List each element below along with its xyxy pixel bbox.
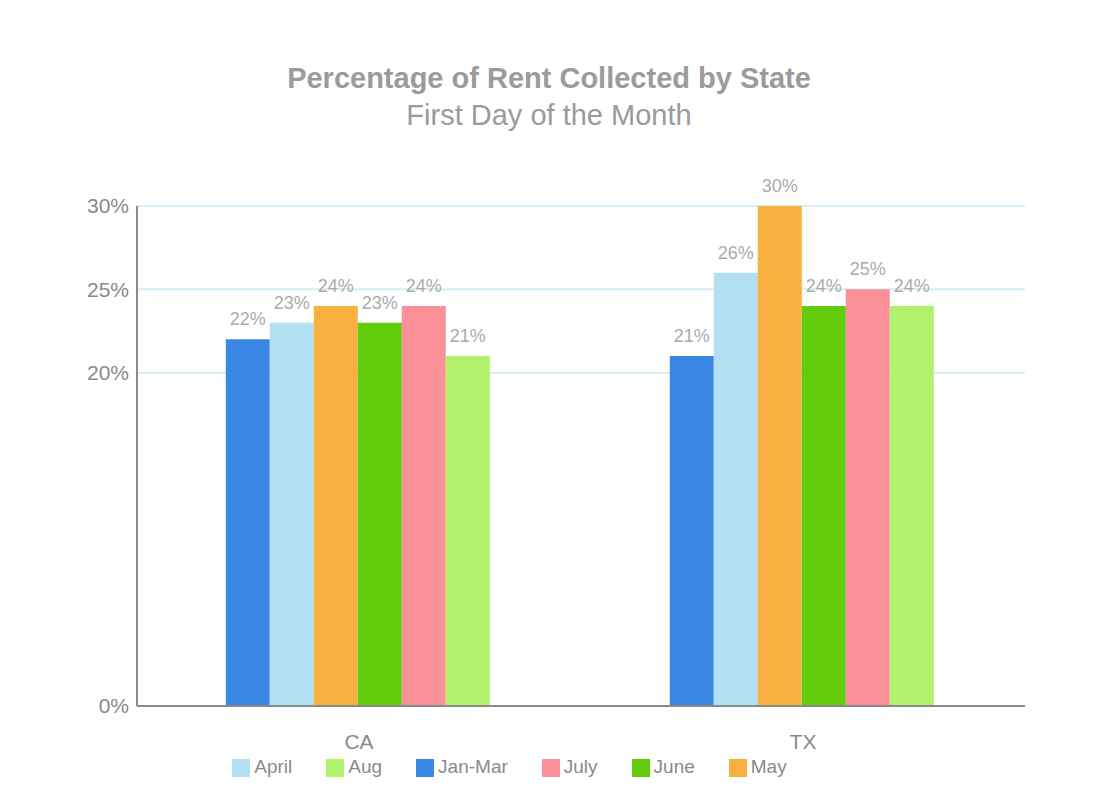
svg-text:24%: 24%	[806, 276, 842, 296]
svg-text:24%: 24%	[318, 276, 354, 296]
svg-text:26%: 26%	[718, 243, 754, 263]
html-text:Jan-Mar: Jan-Mar	[438, 756, 508, 777]
svg-text:21%: 21%	[450, 326, 486, 346]
html-text:Aug: Aug	[348, 756, 383, 777]
svg-text:25%: 25%	[850, 259, 886, 279]
svg-text:TX: TX	[790, 730, 817, 753]
svg-text:24%: 24%	[894, 276, 930, 296]
html-text:June: June	[653, 756, 695, 777]
html-text:July: July	[563, 756, 598, 777]
html-text:First Day of the Month: First Day of the Month	[406, 99, 692, 131]
svg-text:20%: 20%	[87, 361, 129, 384]
svg-text:0%: 0%	[99, 694, 129, 717]
svg-text:24%: 24%	[406, 276, 442, 296]
html-text:Percentage of Rent Collected b: Percentage of Rent Collected by State	[287, 62, 811, 94]
svg-text:21%: 21%	[674, 326, 710, 346]
svg-text:30%: 30%	[762, 176, 798, 196]
svg-text:23%: 23%	[274, 293, 310, 313]
svg-text:CA: CA	[344, 730, 373, 753]
html-text:May: May	[750, 756, 787, 777]
svg-text:22%: 22%	[230, 309, 266, 329]
svg-text:25%: 25%	[87, 278, 129, 301]
svg-text:30%: 30%	[87, 194, 129, 217]
svg-text:23%: 23%	[362, 293, 398, 313]
html-text:April: April	[254, 756, 293, 777]
